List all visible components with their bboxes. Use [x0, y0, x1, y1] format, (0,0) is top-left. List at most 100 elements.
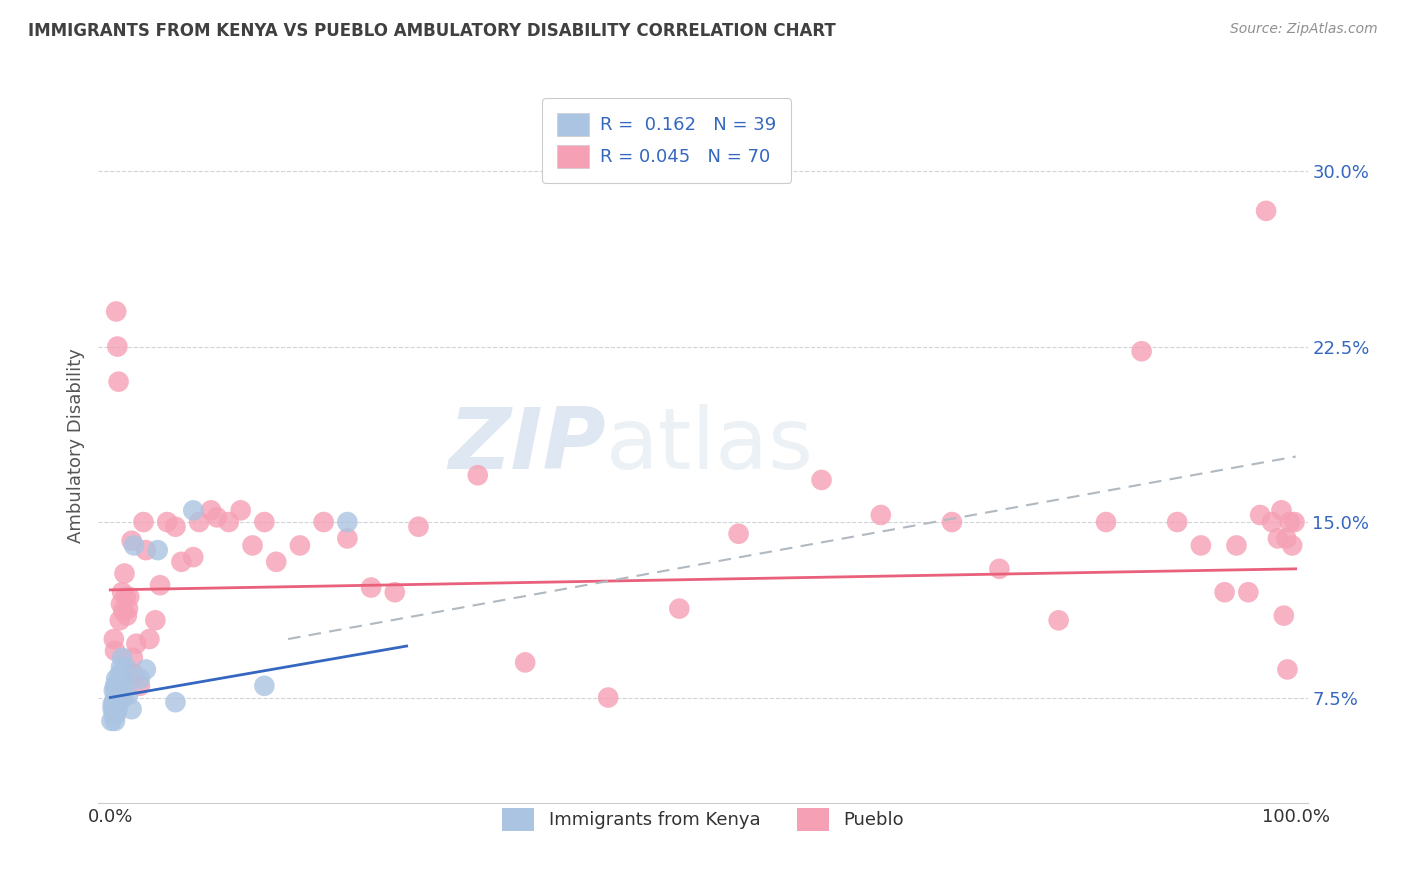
Point [1254, 203, 1277, 218]
Point [122, 538, 145, 552]
Point [115, 608, 138, 623]
Point [101, 702, 124, 716]
Point [105, 672, 128, 686]
Point [114, 672, 136, 686]
Point [107, 688, 129, 702]
Point [107, 698, 129, 712]
Text: atlas: atlas [606, 404, 814, 488]
Point [727, 526, 749, 541]
Point [104, 644, 127, 658]
Point [384, 585, 406, 599]
Point [121, 650, 143, 665]
Point [114, 566, 136, 581]
Point [101, 698, 124, 712]
Point [941, 515, 963, 529]
Point [360, 581, 382, 595]
Point [253, 515, 276, 529]
Point [105, 340, 128, 354]
Point [114, 590, 136, 604]
Point [988, 562, 1011, 576]
Point [111, 585, 134, 599]
Y-axis label: Ambulatory Disability: Ambulatory Disability [66, 349, 84, 543]
Point [105, 683, 128, 698]
Text: ZIP: ZIP [449, 404, 606, 488]
Point [181, 503, 204, 517]
Legend: Immigrants from Kenya, Pueblo: Immigrants from Kenya, Pueblo [489, 796, 917, 844]
Point [181, 550, 204, 565]
Point [132, 515, 155, 529]
Point [1249, 508, 1271, 522]
Point [229, 503, 252, 517]
Point [104, 679, 127, 693]
Point [104, 690, 127, 705]
Point [110, 683, 132, 698]
Point [104, 714, 127, 728]
Point [118, 590, 141, 604]
Point [103, 706, 125, 721]
Point [1095, 515, 1118, 529]
Point [121, 533, 143, 548]
Point [1166, 515, 1188, 529]
Point [1225, 538, 1247, 552]
Point [336, 532, 359, 546]
Point [138, 632, 160, 646]
Point [105, 304, 128, 318]
Point [1047, 613, 1070, 627]
Point [111, 650, 134, 665]
Point [107, 674, 129, 689]
Point [103, 632, 125, 646]
Point [111, 679, 134, 693]
Point [205, 510, 228, 524]
Point [122, 667, 145, 681]
Point [1270, 503, 1292, 517]
Point [1267, 532, 1289, 546]
Point [869, 508, 891, 522]
Point [156, 515, 179, 529]
Point [105, 706, 128, 721]
Point [598, 690, 620, 705]
Text: Source: ZipAtlas.com: Source: ZipAtlas.com [1230, 22, 1378, 37]
Point [1261, 515, 1284, 529]
Point [1281, 538, 1303, 552]
Point [1237, 585, 1260, 599]
Point [336, 515, 359, 529]
Point [1277, 662, 1299, 676]
Point [1284, 515, 1306, 529]
Point [129, 672, 152, 686]
Point [1130, 344, 1153, 359]
Point [125, 637, 148, 651]
Point [188, 515, 211, 529]
Point [105, 698, 128, 712]
Point [103, 683, 125, 698]
Point [108, 667, 131, 681]
Point [117, 688, 139, 702]
Point [242, 538, 264, 552]
Point [103, 695, 125, 709]
Point [149, 578, 172, 592]
Point [467, 468, 489, 483]
Point [170, 555, 193, 569]
Point [1213, 585, 1236, 599]
Point [135, 662, 157, 676]
Point [129, 679, 152, 693]
Point [408, 519, 430, 533]
Point [165, 519, 187, 533]
Point [108, 613, 131, 627]
Point [143, 613, 166, 627]
Point [108, 690, 131, 705]
Point [135, 543, 157, 558]
Point [112, 604, 135, 618]
Point [218, 515, 240, 529]
Point [288, 538, 311, 552]
Point [121, 702, 143, 716]
Point [146, 543, 169, 558]
Point [110, 660, 132, 674]
Point [105, 679, 128, 693]
Point [114, 660, 136, 674]
Point [810, 473, 832, 487]
Point [312, 515, 335, 529]
Point [117, 601, 139, 615]
Point [105, 702, 128, 716]
Point [1278, 515, 1301, 529]
Point [515, 656, 537, 670]
